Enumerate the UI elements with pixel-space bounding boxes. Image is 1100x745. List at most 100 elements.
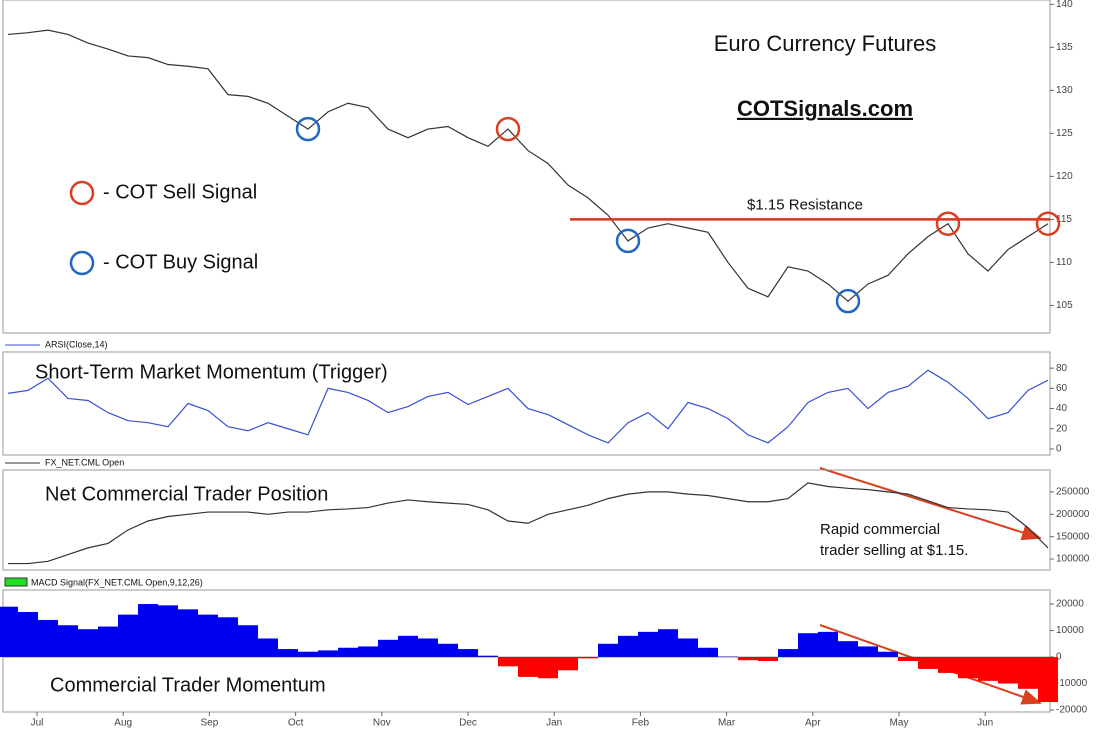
sell_signals bbox=[495, 116, 521, 142]
y-tick-label: 130 bbox=[1056, 85, 1073, 96]
area-bar bbox=[958, 657, 978, 679]
area-bar bbox=[538, 657, 558, 679]
y-tick-label: 40 bbox=[1056, 403, 1068, 414]
area-bar bbox=[738, 657, 758, 661]
panel-frame bbox=[2, 469, 1051, 571]
area-bar bbox=[598, 643, 618, 658]
area-bar bbox=[898, 657, 918, 662]
x-tick-label: May bbox=[890, 718, 909, 729]
area-bar bbox=[858, 646, 878, 658]
area-bar bbox=[878, 651, 898, 658]
area-bar bbox=[478, 655, 498, 658]
y-tick-label: 0 bbox=[1056, 444, 1062, 455]
area-bar bbox=[758, 657, 778, 662]
area-bar bbox=[38, 619, 58, 658]
y-tick-label: 125 bbox=[1056, 128, 1073, 139]
area-bar bbox=[718, 656, 738, 658]
sell_signals bbox=[935, 211, 961, 236]
area-bar bbox=[198, 614, 218, 658]
area-bar bbox=[298, 651, 318, 658]
area-bar bbox=[818, 631, 838, 658]
area-bar bbox=[378, 639, 398, 658]
x-tick-label: Jun bbox=[977, 718, 993, 729]
y-tick-label: 10000 bbox=[1056, 625, 1084, 636]
chart-title: Net Commercial Trader Position bbox=[45, 483, 328, 505]
area-bar bbox=[978, 657, 998, 681]
area-bar bbox=[578, 657, 598, 659]
y-tick-label: 105 bbox=[1056, 300, 1073, 311]
area-bar bbox=[618, 635, 638, 658]
area-bar bbox=[278, 649, 298, 658]
area-bar bbox=[838, 641, 858, 658]
annotation: trader selling at $1.15. bbox=[820, 542, 968, 559]
area-bar bbox=[1038, 657, 1058, 703]
annotation: Rapid commercial bbox=[820, 521, 940, 538]
area-bar bbox=[238, 625, 258, 658]
legend-label: - COT Sell Signal bbox=[103, 181, 257, 203]
x-tick-label: Oct bbox=[288, 718, 304, 729]
area-bar bbox=[78, 629, 98, 658]
y-tick-label: 100000 bbox=[1056, 554, 1090, 565]
trend-arrow bbox=[819, 467, 1042, 541]
y-tick-label: 150000 bbox=[1056, 531, 1090, 542]
x-tick-label: Mar bbox=[718, 718, 736, 729]
y-tick-label: 0 bbox=[1056, 652, 1062, 663]
y-tick-label: 250000 bbox=[1056, 487, 1090, 498]
data-line bbox=[7, 29, 1049, 302]
area-bar bbox=[998, 657, 1018, 684]
area-bar bbox=[138, 604, 158, 658]
legend-marker bbox=[69, 180, 95, 206]
area-bar bbox=[658, 629, 678, 658]
y-tick-label: 110 bbox=[1056, 257, 1072, 268]
buy_signals bbox=[615, 228, 641, 254]
buy_signals bbox=[295, 116, 321, 142]
y-tick-label: 20 bbox=[1056, 423, 1068, 434]
y-tick-label: 60 bbox=[1056, 383, 1068, 394]
area-bar bbox=[118, 614, 138, 658]
area-bar bbox=[558, 657, 578, 671]
area-bar bbox=[918, 657, 938, 669]
x-tick-label: Jan bbox=[546, 718, 562, 729]
chart-title: Short-Term Market Momentum (Trigger) bbox=[35, 361, 388, 383]
x-tick-label: Apr bbox=[805, 718, 821, 729]
x-tick-label: Feb bbox=[632, 718, 650, 729]
area-bar bbox=[18, 611, 38, 658]
area-bar bbox=[1018, 657, 1038, 689]
y-tick-label: 80 bbox=[1056, 363, 1068, 374]
x-tick-label: Jul bbox=[31, 718, 44, 729]
y-tick-label: 20000 bbox=[1056, 599, 1084, 610]
chart-title: Commercial Trader Momentum bbox=[50, 674, 326, 696]
legend-label: - COT Buy Signal bbox=[103, 251, 258, 273]
area-bar bbox=[218, 617, 238, 658]
area-bar bbox=[678, 638, 698, 658]
data-line bbox=[7, 369, 1049, 444]
area-bar bbox=[518, 657, 538, 677]
area-bar bbox=[798, 633, 818, 658]
area-bar bbox=[938, 657, 958, 673]
x-tick-label: Aug bbox=[114, 718, 132, 729]
area-bar bbox=[178, 609, 198, 658]
indicator-swatch bbox=[4, 577, 28, 587]
area-bar bbox=[318, 650, 338, 658]
y-tick-label: 140 bbox=[1056, 0, 1073, 10]
area-bar bbox=[398, 635, 418, 658]
legend-marker bbox=[69, 250, 95, 276]
area-bar bbox=[0, 606, 18, 658]
area-bar bbox=[438, 643, 458, 658]
y-tick-label: -20000 bbox=[1056, 705, 1088, 716]
area-bar bbox=[98, 626, 118, 658]
chart-subtitle: COTSignals.com bbox=[737, 96, 913, 121]
indicator-label: ARSI(Close,14) bbox=[45, 339, 108, 349]
indicator-label: MACD Signal(FX_NET.CML Open,9,12,26) bbox=[31, 577, 203, 587]
y-tick-label: -10000 bbox=[1056, 678, 1088, 689]
y-tick-label: 115 bbox=[1056, 214, 1072, 225]
buy_signals bbox=[835, 288, 861, 314]
x-tick-label: Nov bbox=[373, 718, 391, 729]
area-bar bbox=[778, 649, 798, 658]
indicator-label: FX_NET.CML Open bbox=[45, 457, 124, 467]
panel-frame bbox=[2, 0, 1051, 334]
y-tick-label: 120 bbox=[1056, 171, 1073, 182]
y-tick-label: 135 bbox=[1056, 42, 1073, 53]
y-tick-label: 200000 bbox=[1056, 509, 1090, 520]
data-line bbox=[8, 482, 1049, 565]
